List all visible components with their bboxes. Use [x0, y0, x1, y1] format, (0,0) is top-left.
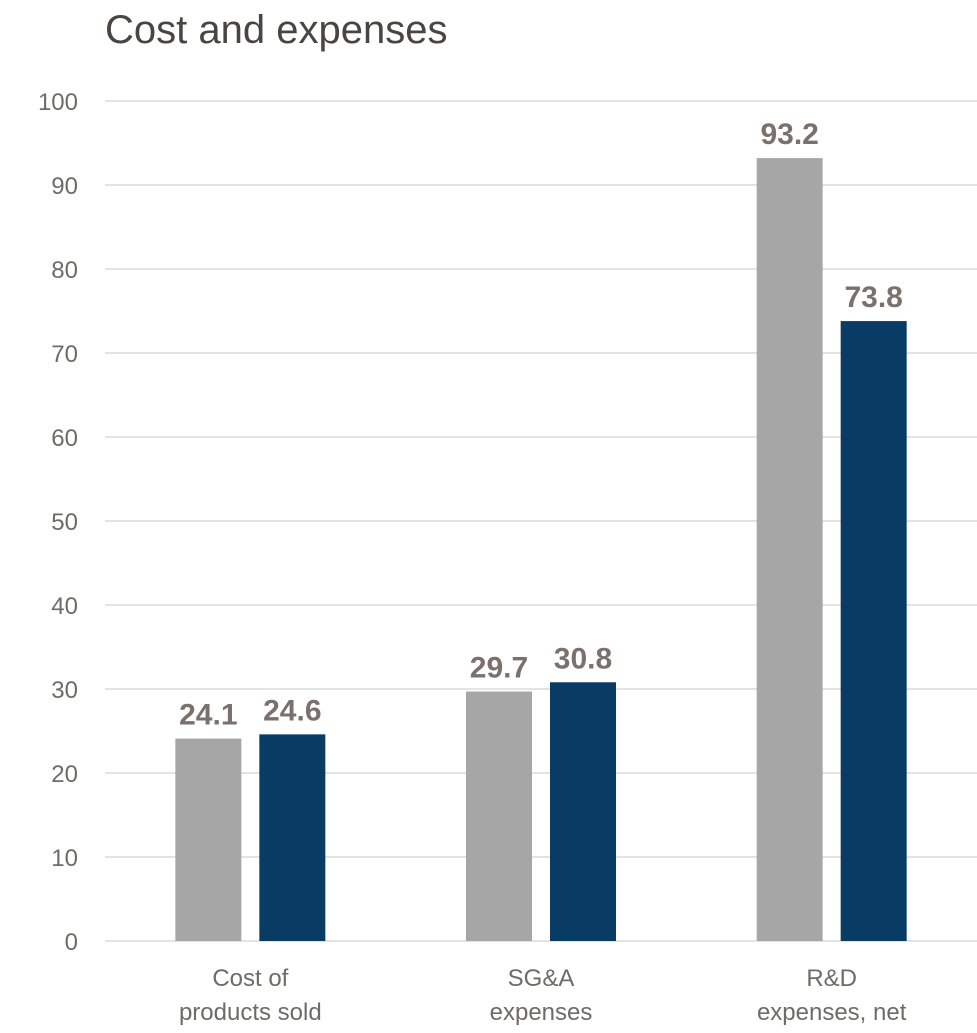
bar	[259, 734, 326, 941]
y-tick-label: 60	[51, 425, 78, 452]
data-label: 73.8	[844, 281, 902, 314]
bars	[175, 158, 907, 942]
x-category-label: products sold	[179, 999, 322, 1026]
y-tick-label: 100	[38, 89, 78, 116]
bar	[175, 738, 242, 941]
y-tick-label: 0	[65, 929, 78, 956]
x-axis-categories: Cost of products sold SG&A expenses R&D expen…	[179, 965, 907, 1026]
y-tick-label: 90	[51, 173, 78, 200]
x-category-label: SG&A	[508, 965, 575, 992]
x-category-label: expenses, net	[757, 999, 907, 1026]
data-label: 29.7	[470, 652, 528, 685]
y-tick-label: 80	[51, 257, 78, 284]
bar	[756, 158, 823, 941]
x-category-label: expenses	[490, 999, 593, 1026]
y-axis-ticks: 0 10 20 30 40 50 60 70 80 90 100	[38, 89, 78, 956]
y-tick-label: 70	[51, 341, 78, 368]
y-tick-label: 20	[51, 761, 78, 788]
chart-title: Cost and expenses	[105, 8, 448, 52]
data-label: 24.6	[263, 694, 321, 727]
data-labels: 24.1 24.6 29.7 30.8 93.2 73.8	[179, 118, 903, 731]
gridlines	[105, 100, 977, 942]
data-label: 93.2	[760, 118, 818, 151]
bar	[840, 321, 907, 942]
data-label: 30.8	[554, 642, 612, 675]
x-category-label: R&D	[806, 965, 857, 992]
y-tick-label: 40	[51, 593, 78, 620]
y-tick-label: 50	[51, 509, 78, 536]
x-category-label: Cost of	[212, 965, 288, 992]
y-tick-label: 10	[51, 845, 78, 872]
data-label: 24.1	[179, 699, 237, 732]
bar	[466, 691, 532, 941]
bar	[550, 682, 616, 941]
y-tick-label: 30	[51, 677, 78, 704]
